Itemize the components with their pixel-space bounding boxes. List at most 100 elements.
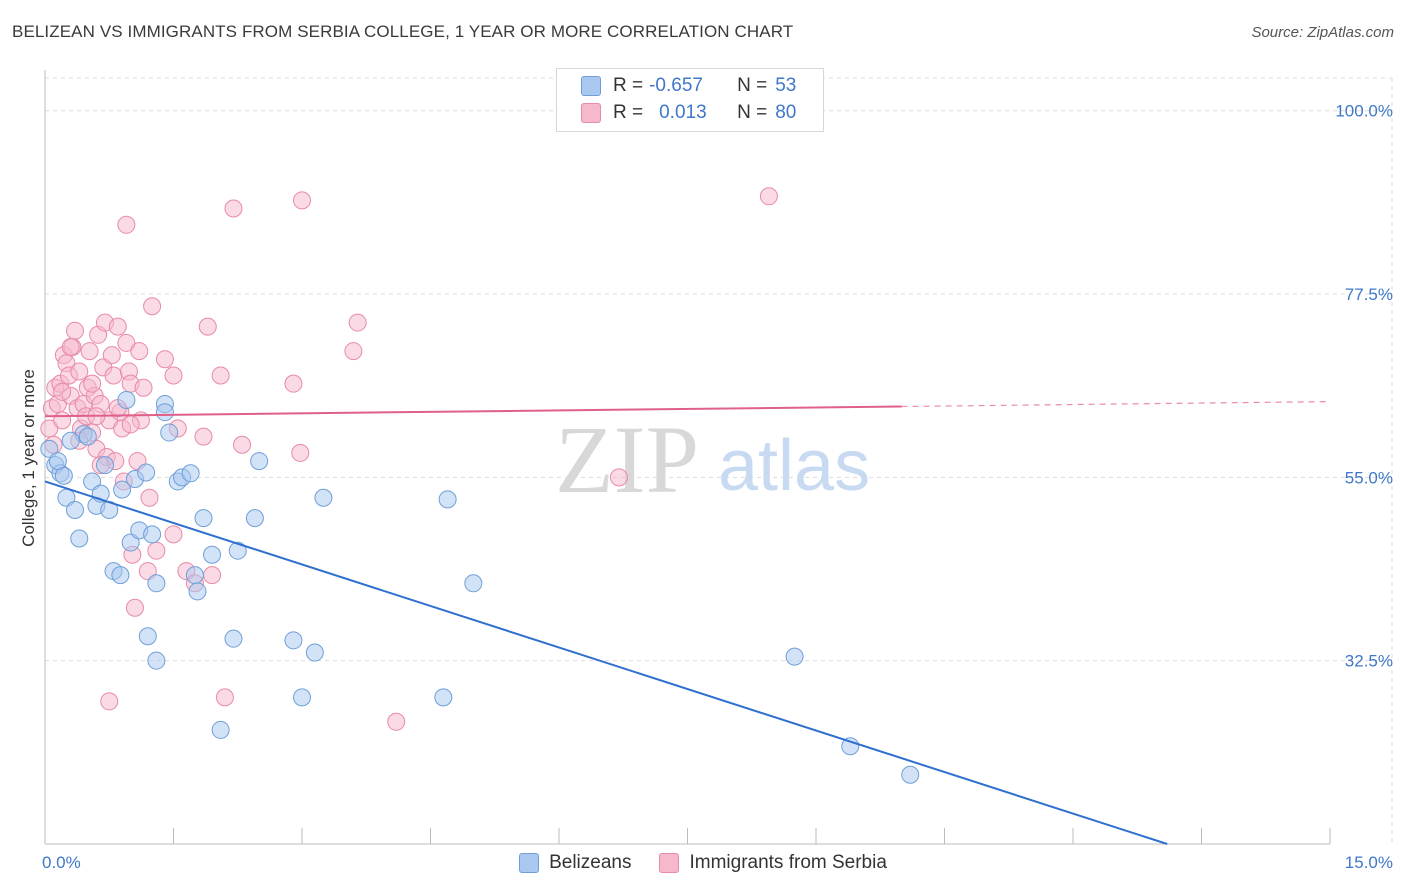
source-label: Source: ZipAtlas.com [1251,24,1394,41]
belizeans-point-28 [185,566,204,585]
legend-swatch-blue [519,853,540,873]
serbia-point-59 [215,688,234,707]
series-legend: Belizeans Immigrants from Serbia [0,852,1406,874]
x-tick-label-end: 15.0% [1345,853,1393,872]
serbia-point-58 [211,366,230,385]
belizeans-point-47 [155,403,174,422]
serbia-point-36 [117,333,136,352]
serbia-point-62 [284,374,303,393]
serbia-point-19 [80,342,99,361]
serbia-point-77 [121,415,140,434]
legend-label-belizeans: Belizeans [549,852,632,873]
serbia-point-49 [155,350,174,369]
belizeans-point-16 [121,533,140,552]
belizeans-point-33 [224,629,243,648]
belizeans-point-34 [228,541,247,560]
serbia-point-12 [65,321,84,340]
serbia-point-68 [609,468,628,487]
watermark-atlas: atlas [718,426,870,506]
legend-item-serbia[interactable]: Immigrants from Serbia [659,852,887,874]
serbia-point-74 [61,338,80,357]
serbia-point-29 [102,346,121,365]
belizeans-point-5 [65,500,84,519]
serbia-point-46 [140,488,159,507]
belizeans-point-0 [40,439,59,458]
legend-swatch-pink [659,853,680,873]
belizeans-point-6 [70,529,89,548]
serbia-point-40 [125,598,144,617]
belizeans-point-15 [117,390,136,409]
belizeans-point-22 [147,574,166,593]
serbia-point-48 [147,541,166,560]
correlation-legend: R = -0.657 N = 53 R = 0.013 N = 80 [556,68,824,132]
serbia-point-66 [348,313,367,332]
belizeans-point-11 [95,456,114,475]
belizeans-point-51 [113,480,132,499]
serbia-point-75 [53,382,72,401]
belizeans-point-35 [245,509,264,528]
trend-lines [44,400,1331,845]
tick-labels: 100.0% 77.5% 55.0% 32.5% 0.0% 15.0% [42,102,1393,872]
y-axis-label: College, 1 year or more [19,369,38,547]
belizeans-point-37 [284,631,303,650]
serbia-point-14 [70,362,89,381]
belizeans-point-41 [434,688,453,707]
series-belizeans-points [40,390,920,784]
chart-title: BELIZEAN VS IMMIGRANTS FROM SERBIA COLLE… [12,22,794,41]
serbia-point-69 [759,187,778,206]
r-label: R = [613,102,644,123]
belizeans-point-46 [901,765,920,784]
serbia-point-50 [164,366,183,385]
belizeans-point-30 [194,509,213,528]
serbia-point-71 [100,692,119,711]
series-serbia-points [40,187,778,731]
serbia-point-47 [143,297,162,316]
belizeans-point-40 [314,488,333,507]
legend-swatch-pink [581,103,601,123]
legend-item-belizeans[interactable]: Belizeans [519,852,631,874]
belizeans-point-31 [203,545,222,564]
serbia-point-44 [134,378,153,397]
legend-row-serbia: R = 0.013 N = 80 [581,100,796,126]
belizeans-point-39 [305,643,324,662]
belizeans-point-20 [138,627,157,646]
x-tick-label-start: 0.0% [42,853,81,872]
r-value-serbia: 0.013 [659,102,707,123]
serbia-point-6 [53,411,72,430]
serbia-point-60 [224,199,243,218]
belizeans-point-32 [211,720,230,739]
n-value-belizeans: 53 [775,75,797,96]
serbia-point-57 [203,566,222,585]
serbia-point-70 [117,215,136,234]
n-label: N = [737,75,768,96]
belizeans-point-42 [438,490,457,509]
serbia-point-45 [138,562,157,581]
belizeans-point-52 [143,525,162,544]
r-label: R = [613,75,644,96]
r-value-belizeans: -0.657 [649,75,703,96]
belizeans-point-48 [61,431,80,450]
watermark-zip: ZIP [555,406,699,513]
belizeans-point-43 [464,574,483,593]
y-tick-label-1: 77.5% [1345,285,1393,304]
serbia-trend-line-2 [901,400,1331,408]
axes [44,70,1331,845]
belizeans-point-21 [147,651,166,670]
serbia-trend-line-1 [44,405,902,418]
serbia-point-30 [104,366,123,385]
serbia-point-67 [387,712,406,731]
y-tick-label-0: 100.0% [1335,102,1393,121]
serbia-point-63 [291,443,310,462]
belizeans-point-19 [137,463,156,482]
legend-swatch-blue [581,76,601,96]
n-value-serbia: 80 [775,102,797,123]
legend-row-belizeans: R = -0.657 N = 53 [581,73,796,99]
belizeans-point-44 [785,647,804,666]
belizeans-point-49 [48,452,67,471]
serbia-point-64 [293,191,311,210]
belizeans-trend-line-0 [44,480,1168,845]
serbia-point-42 [130,342,149,361]
belizeans-point-36 [250,452,269,471]
y-tick-label-3: 32.5% [1345,652,1393,671]
